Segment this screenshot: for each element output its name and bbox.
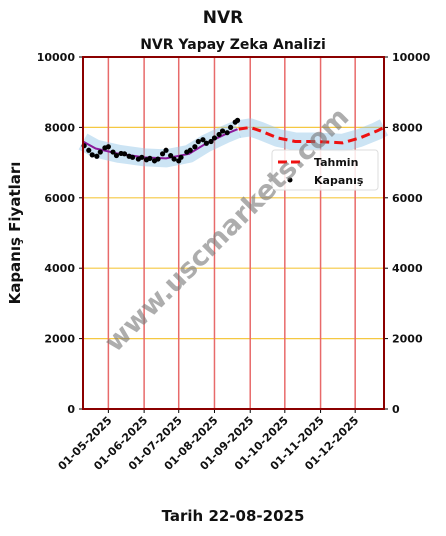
x-axis-label: Tarih 22-08-2025	[162, 507, 305, 525]
data-point	[129, 154, 136, 160]
data-point	[178, 154, 184, 160]
data-point	[155, 156, 161, 162]
data-point	[234, 117, 241, 123]
y-axis-label: Kapanış Fiyatları	[6, 162, 24, 305]
data-point	[121, 151, 128, 157]
data-point	[171, 156, 177, 162]
chart-subtitle: NVR Yapay Zeka Analizi	[140, 37, 326, 53]
data-point	[97, 149, 103, 155]
data-point	[200, 137, 206, 143]
y2-tick-label: 10000	[392, 51, 431, 64]
legend-label: Tahmin	[314, 156, 358, 169]
plot-frame	[82, 56, 385, 410]
data-point	[192, 144, 198, 150]
legend-label: Kapanış	[314, 174, 364, 187]
y-tick-label: 10000	[37, 51, 76, 64]
legend-marker	[287, 177, 293, 183]
data-point	[147, 155, 153, 161]
data-point	[219, 128, 226, 134]
y-tick-label: 8000	[44, 121, 75, 134]
trend-line	[82, 128, 238, 160]
data-point	[224, 130, 230, 136]
data-point	[203, 140, 209, 146]
data-point	[168, 152, 174, 159]
data-point	[163, 147, 169, 153]
data-point	[86, 147, 92, 153]
data-point	[110, 149, 116, 155]
data-point	[228, 124, 234, 130]
y-tick-label: 4000	[44, 262, 75, 275]
data-point	[105, 144, 111, 150]
y-tick-label: 0	[67, 403, 75, 416]
data-point	[89, 152, 95, 158]
y-tick-label: 6000	[44, 192, 75, 205]
legend-box	[271, 149, 379, 191]
y-tick-label: 2000	[44, 333, 75, 346]
data-point	[187, 147, 193, 153]
data-point	[211, 135, 218, 141]
data-point	[94, 153, 100, 159]
y2-tick-label: 0	[392, 403, 400, 416]
y2-tick-label: 8000	[392, 121, 423, 134]
data-point	[216, 131, 222, 138]
data-point	[208, 138, 214, 145]
data-point	[139, 154, 145, 160]
data-point	[195, 138, 201, 145]
data-point	[159, 151, 166, 157]
chart-title: NVR	[203, 8, 243, 28]
data-point	[113, 152, 120, 159]
y2-tick-label: 2000	[392, 333, 423, 346]
y2-tick-label: 6000	[392, 192, 423, 205]
y2-tick-label: 4000	[392, 262, 423, 275]
forecast-line	[238, 125, 385, 145]
